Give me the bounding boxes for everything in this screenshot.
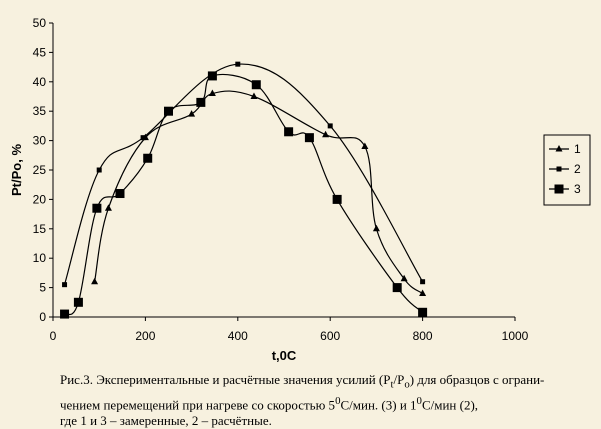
x-axis-title: t,0C — [272, 348, 297, 363]
x-tick-label: 800 — [413, 329, 433, 343]
series-2-point — [420, 279, 426, 285]
x-tick-label: 400 — [228, 329, 248, 343]
legend: 1 2 3 — [543, 134, 591, 206]
series-1-point — [322, 130, 330, 138]
series-2-point — [140, 135, 146, 141]
x-tick-label: 600 — [320, 329, 340, 343]
legend-marker-1 — [555, 145, 563, 152]
chart-area: 0 5 10 15 20 25 30 35 40 45 50 0 200 400 600 800 1000 t,… — [9, 16, 591, 363]
series-3-point — [251, 80, 261, 90]
series-1 — [91, 89, 427, 296]
legend-box — [543, 134, 591, 206]
series-1-point — [104, 204, 112, 211]
caption-text: С/мин (2), — [421, 396, 479, 412]
x-tick-label: 200 — [135, 329, 155, 343]
caption-text: С/мин. (3) и 1 — [340, 396, 417, 412]
series-1-point — [91, 277, 99, 285]
series-2-point — [96, 167, 102, 173]
series-3-point — [304, 133, 314, 143]
series-3-point — [143, 153, 153, 163]
x-tick-label: 1000 — [502, 329, 529, 343]
caption-line-2: чением перемещений при нагреве со скорос… — [60, 393, 600, 413]
series-3-point — [196, 97, 206, 107]
figure-caption: Рис.3. Экспериментальные и расчётные зна… — [60, 372, 600, 429]
y-tick-label: 30 — [33, 134, 47, 148]
caption-superscript: 0 — [335, 394, 341, 407]
series-3-point — [92, 203, 102, 213]
series-3-point — [418, 307, 428, 317]
caption-superscript: 0 — [416, 394, 422, 407]
series-3-point — [284, 127, 294, 137]
series-3-point — [332, 194, 342, 204]
caption-subscript-t: t — [390, 378, 394, 391]
y-tick-label: 20 — [33, 192, 47, 206]
series-3 — [60, 71, 428, 319]
series-1-point — [400, 274, 408, 282]
series-2-point — [235, 61, 241, 67]
caption-text: чением перемещений при нагреве со скорос… — [60, 396, 336, 412]
series-3-point — [392, 283, 402, 293]
legend-label-2: 2 — [574, 162, 581, 176]
series-1-point — [419, 289, 427, 296]
y-tick-label: 35 — [33, 104, 47, 118]
caption-text: /P — [393, 372, 405, 387]
series-1-point — [372, 224, 380, 232]
caption-line-1: Рис.3. Экспериментальные и расчётные зна… — [60, 372, 600, 393]
legend-marker-3 — [554, 184, 564, 194]
y-tick-label: 45 — [33, 45, 47, 59]
y-tick-label: 50 — [33, 16, 47, 30]
y-tick-label: 0 — [39, 310, 46, 324]
series-2-point — [62, 282, 68, 288]
legend-marker-2 — [556, 166, 562, 172]
caption-line-3: где 1 и 3 – замеренные, 2 – расчётные. — [60, 412, 272, 428]
legend-label-1: 1 — [574, 142, 581, 156]
caption-text: ) для образцов с ограни- — [409, 372, 545, 387]
caption-subscript-o: o — [404, 378, 410, 391]
y-tick-label: 25 — [33, 163, 47, 177]
series-3-point — [73, 297, 83, 307]
series-2-line — [63, 63, 424, 285]
plot-area: 0 5 10 15 20 25 30 35 40 45 50 0 200 400 600 800 1000 — [33, 16, 529, 343]
series-2-point — [327, 123, 333, 129]
series-3-point — [60, 309, 70, 319]
series-1-point — [361, 142, 369, 149]
y-tick-label: 40 — [33, 75, 47, 89]
legend-label-3: 3 — [574, 182, 581, 196]
series-3-point — [207, 71, 217, 81]
series-1-point — [208, 89, 216, 97]
series-1-point — [250, 92, 258, 99]
y-axis-title: Pt/Po, % — [9, 144, 24, 196]
y-tick-label: 5 — [39, 281, 46, 295]
y-tick-label: 10 — [33, 251, 47, 265]
series-1-point — [188, 110, 196, 117]
caption-text: Рис.3. Экспериментальные и расчётные зна… — [60, 372, 391, 387]
series-3-point — [164, 106, 173, 116]
x-tick-label: 0 — [50, 329, 57, 343]
y-tick-label: 15 — [33, 222, 47, 236]
series-3-point — [115, 189, 125, 199]
